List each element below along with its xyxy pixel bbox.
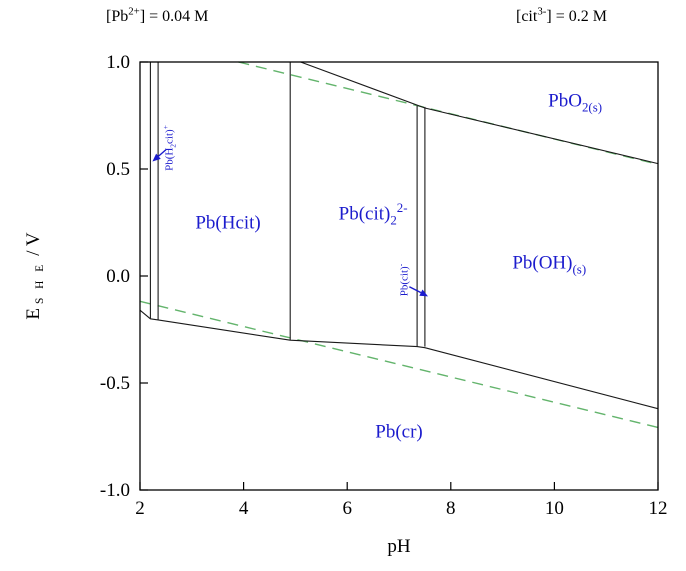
text-segment: Pb(cr): [375, 421, 423, 443]
region-label-pbo2: PbO2(s): [548, 90, 602, 113]
pb-h2cit-arrow-shaft: [157, 149, 167, 157]
region-label-pbcit: Pb(cit)-: [396, 264, 411, 297]
series-pbo2-boundary: [300, 61, 659, 165]
text-segment: (s): [572, 261, 587, 277]
text-segment: Pb(Hcit): [195, 212, 261, 233]
region-label-pbh2cit: Pb(H2cit)+: [161, 125, 178, 171]
series-pbcr-boundary: [139, 309, 659, 410]
text-segment: [Pb: [106, 8, 129, 25]
text-segment: Pb(OH): [512, 252, 573, 274]
x-tick-label: 8: [446, 498, 456, 519]
pb-cit-arrow-shaft: [409, 286, 422, 294]
text-segment: 2: [390, 212, 397, 228]
text-segment: Pb(cit): [398, 266, 411, 297]
text-segment: PbO: [548, 90, 582, 112]
text-segment: ] = 0.2 M: [546, 8, 607, 25]
x-tick-label: 6: [342, 498, 352, 519]
text-segment: -: [396, 264, 406, 267]
text-segment: cit): [163, 128, 176, 144]
text-segment: [cit: [516, 8, 538, 25]
series-h2-h2o-water-line: [139, 300, 659, 429]
text-segment: Pb(cit): [338, 203, 391, 225]
text-segment: / V: [23, 232, 44, 256]
cit-concentration-annotation: [cit3-] = 0.2 M: [516, 5, 607, 26]
text-segment: +: [160, 124, 170, 129]
text-segment: 2: [168, 143, 178, 148]
region-label-pbhcit: Pb(Hcit): [195, 213, 260, 232]
pb-cit-arrow-head: [419, 289, 429, 297]
text-segment: 2(s): [581, 98, 603, 114]
text-segment: 2-: [396, 200, 408, 216]
y-tick-label: -0.5: [100, 373, 130, 394]
y-tick-label: 1.0: [106, 52, 130, 73]
text-segment: 3-: [537, 5, 547, 18]
region-label-pboh: Pb(OH)(s): [512, 252, 587, 277]
text-segment: 2+: [128, 5, 140, 18]
text-segment: S H E: [34, 261, 46, 305]
x-axis-title: pH: [387, 536, 411, 557]
text-segment: ] = 0.04 M: [139, 8, 209, 25]
text-segment: Pb(H: [163, 147, 176, 171]
text-segment: E: [23, 308, 44, 320]
pb-h2cit-arrow-head: [152, 153, 161, 162]
y-tick-label: -1.0: [100, 480, 130, 501]
x-tick-label: 2: [135, 498, 145, 519]
region-label-pbcr: Pb(cr): [375, 423, 422, 442]
region-label-pbcit2: Pb(cit)22-: [338, 201, 408, 226]
x-tick-label: 10: [545, 498, 564, 519]
y-axis-title: E S H E / V: [23, 232, 46, 320]
y-tick-label: 0.5: [106, 159, 130, 180]
pb-concentration-annotation: [Pb2+] = 0.04 M: [106, 5, 209, 26]
y-tick-label: 0.0: [106, 266, 130, 287]
x-tick-label: 12: [649, 498, 668, 519]
x-tick-label: 4: [239, 498, 249, 519]
